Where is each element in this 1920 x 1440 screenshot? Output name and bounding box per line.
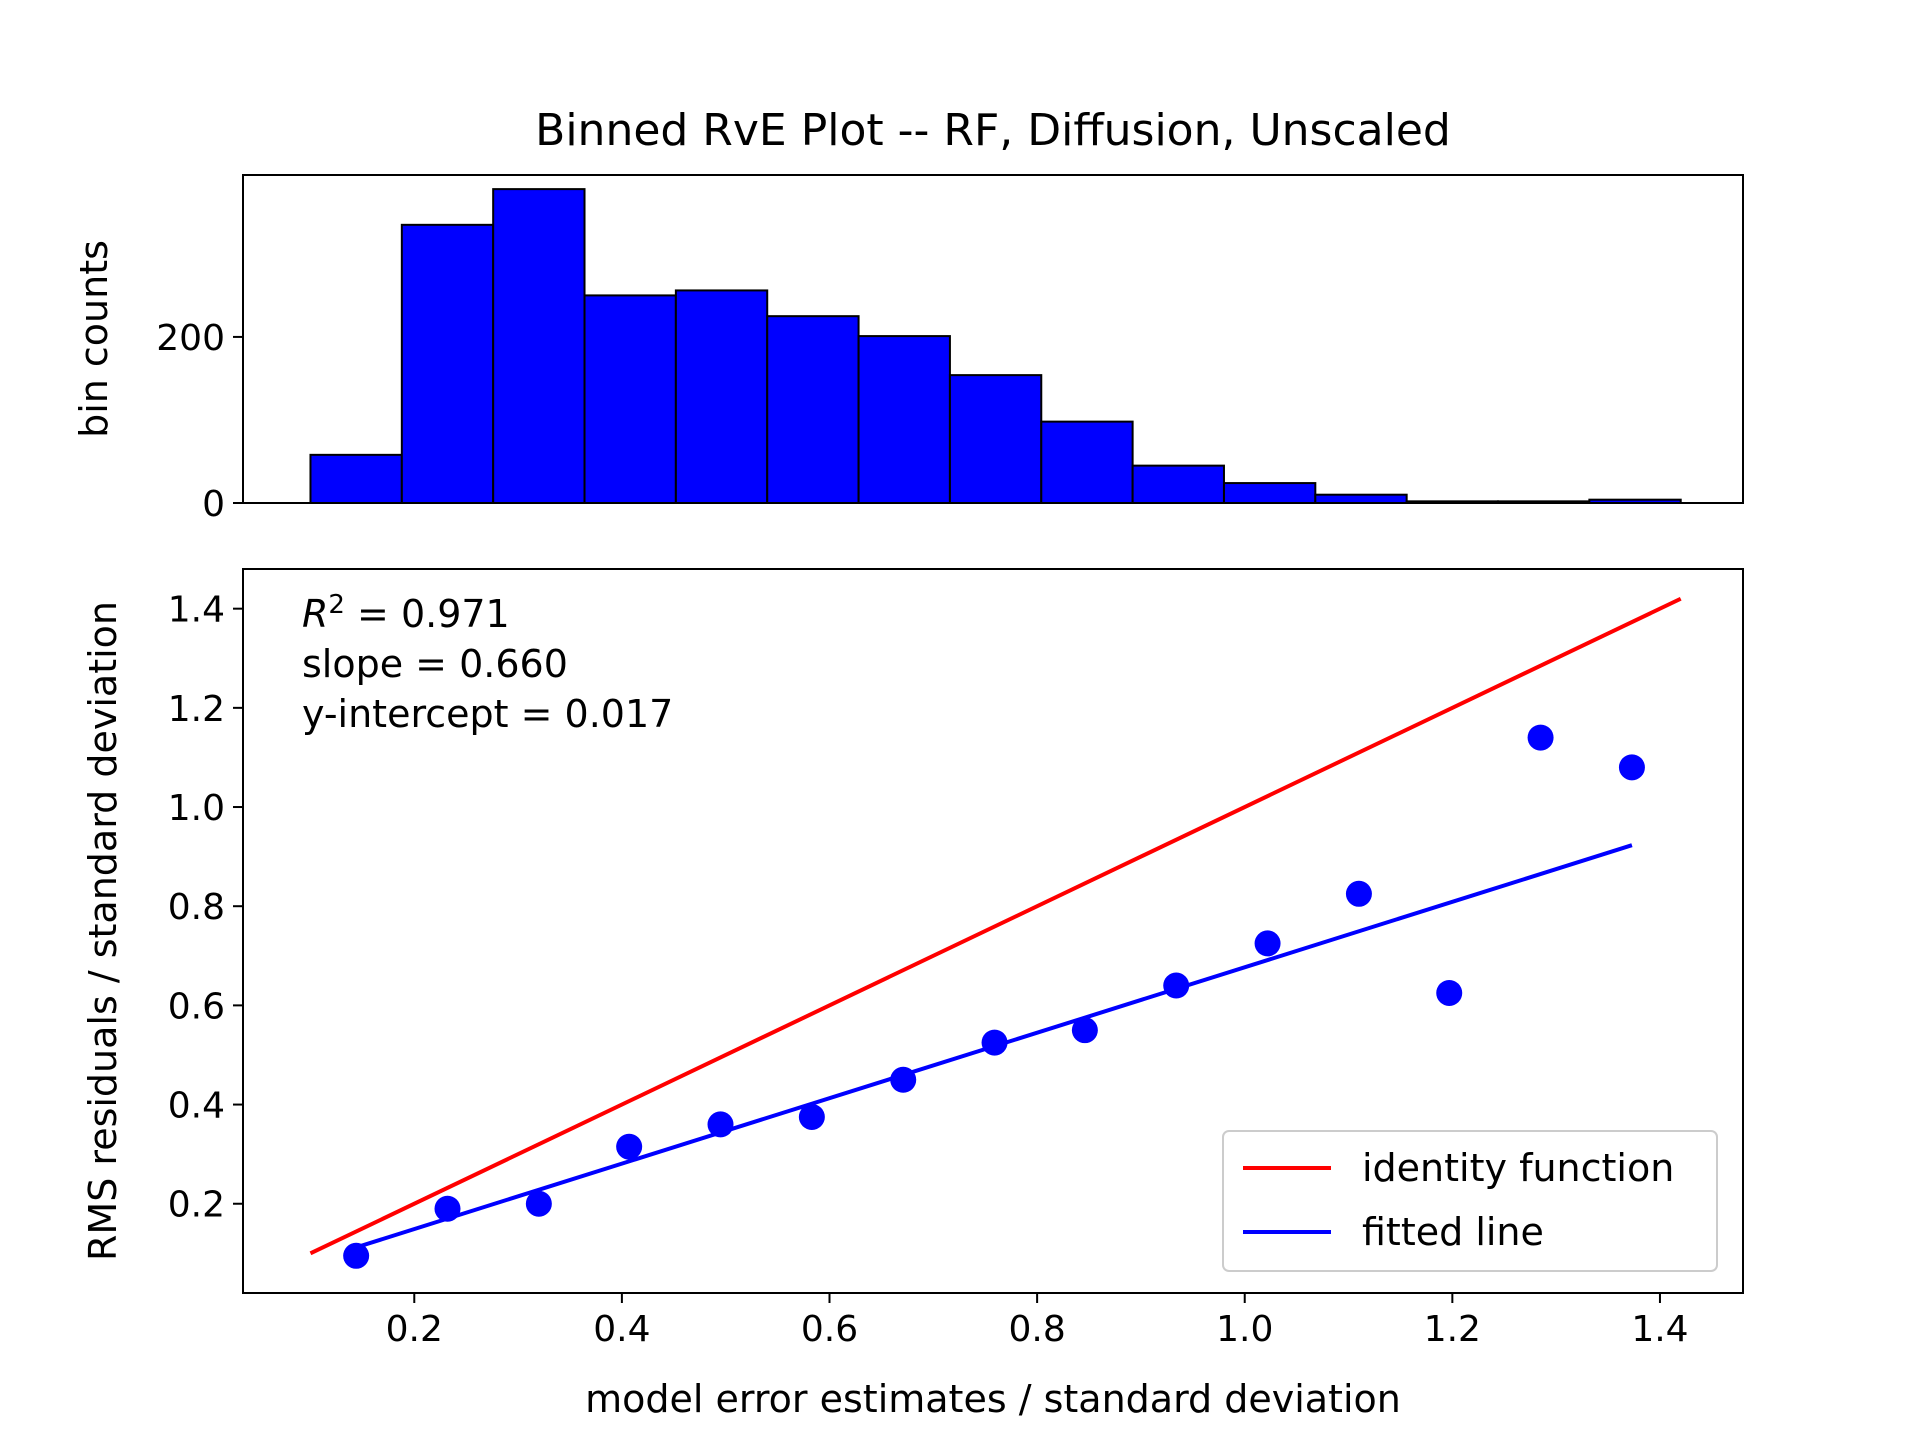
data-point bbox=[525, 1190, 552, 1217]
r-squared-value: = 0.971 bbox=[345, 592, 510, 636]
data-point bbox=[890, 1066, 917, 1093]
data-point bbox=[1254, 930, 1281, 957]
histogram-bar bbox=[674, 289, 769, 504]
histogram-bar bbox=[1040, 420, 1134, 504]
histogram-bar bbox=[948, 374, 1043, 504]
r-squared-superscript: 2 bbox=[328, 590, 345, 620]
identity-line bbox=[309, 596, 1682, 1256]
rve-x-tick-label: 1.0 bbox=[1216, 1309, 1273, 1350]
data-point bbox=[1618, 754, 1645, 781]
rve-y-ticks: 0.2 0.4 0.6 0.8 1.0 1.2 1.4 bbox=[168, 590, 243, 1226]
rve-x-tick-label: 0.2 bbox=[386, 1309, 443, 1350]
slope-annotation: slope = 0.660 bbox=[302, 642, 568, 686]
data-point bbox=[434, 1195, 461, 1222]
histogram-bar bbox=[766, 315, 860, 504]
data-point bbox=[1071, 1017, 1098, 1044]
histogram-bar bbox=[1131, 464, 1225, 504]
rve-x-tick-label: 1.2 bbox=[1424, 1309, 1481, 1350]
histogram-panel: 0 200 bin counts bbox=[72, 174, 1744, 525]
rve-x-tick-label: 0.6 bbox=[801, 1309, 858, 1350]
data-point bbox=[981, 1029, 1008, 1056]
rve-y-tick-label: 0.2 bbox=[168, 1185, 225, 1226]
histogram-y-axis-label: bin counts bbox=[72, 240, 116, 438]
rve-y-tick-label: 0.6 bbox=[168, 986, 225, 1027]
rve-axes-frame bbox=[242, 568, 1744, 1294]
rve-y-axis-label: RMS residuals / standard deviation bbox=[81, 601, 125, 1261]
rve-y-tick-label: 0.4 bbox=[168, 1086, 225, 1127]
rve-x-tick-label: 0.4 bbox=[593, 1309, 650, 1350]
legend-frame bbox=[1222, 1130, 1718, 1272]
data-point bbox=[1163, 972, 1190, 999]
rve-y-tick-label: 1.0 bbox=[168, 788, 225, 829]
chart-title: Binned RvE Plot -- RF, Diffusion, Unscal… bbox=[535, 105, 1451, 156]
data-point bbox=[1527, 724, 1554, 751]
rve-y-tick-label: 0.8 bbox=[168, 887, 225, 928]
data-point bbox=[1436, 979, 1463, 1006]
histogram-bar bbox=[492, 188, 586, 504]
data-point bbox=[616, 1133, 643, 1160]
histogram-y-tick-label: 0 bbox=[202, 484, 225, 525]
histogram-bar bbox=[857, 335, 951, 504]
rve-y-tick-label: 1.2 bbox=[168, 689, 225, 730]
histogram-y-ticks: 0 200 bbox=[156, 318, 243, 525]
histogram-bar bbox=[1222, 482, 1317, 505]
intercept-annotation: y-intercept = 0.017 bbox=[302, 692, 673, 736]
histogram-y-tick-label: 200 bbox=[156, 318, 225, 359]
histogram-bars bbox=[309, 188, 1682, 505]
rve-x-tick-label: 0.8 bbox=[1008, 1309, 1065, 1350]
legend-identity-label: identity function bbox=[1362, 1146, 1674, 1190]
histogram-bar bbox=[1314, 493, 1408, 504]
rve-y-tick-label: 1.4 bbox=[168, 590, 225, 631]
rve-x-tick-label: 1.4 bbox=[1631, 1309, 1688, 1350]
legend: identity function fitted line bbox=[1222, 1130, 1718, 1272]
rve-x-axis-label: model error estimates / standard deviati… bbox=[585, 1377, 1401, 1421]
r-squared-annotation: R2 = 0.971 bbox=[302, 590, 510, 636]
data-point bbox=[1345, 880, 1372, 907]
rve-x-ticks: 0.2 0.4 0.6 0.8 1.0 1.2 1.4 bbox=[386, 1293, 1689, 1350]
histogram-bar bbox=[583, 294, 677, 504]
rve-panel: 0.2 0.4 0.6 0.8 1.0 1.2 1.4 0.2 0.4 0.6 0.8 1.0 1.2… bbox=[81, 568, 1744, 1421]
data-point bbox=[343, 1242, 370, 1269]
r-squared-symbol: R bbox=[302, 592, 328, 636]
histogram-bar bbox=[309, 453, 403, 505]
rve-points bbox=[343, 724, 1645, 1269]
histogram-bar bbox=[400, 223, 495, 504]
histogram-axes-frame bbox=[242, 174, 1744, 504]
data-point bbox=[707, 1111, 734, 1138]
data-point bbox=[798, 1103, 825, 1130]
legend-fitted-label: fitted line bbox=[1362, 1210, 1544, 1254]
